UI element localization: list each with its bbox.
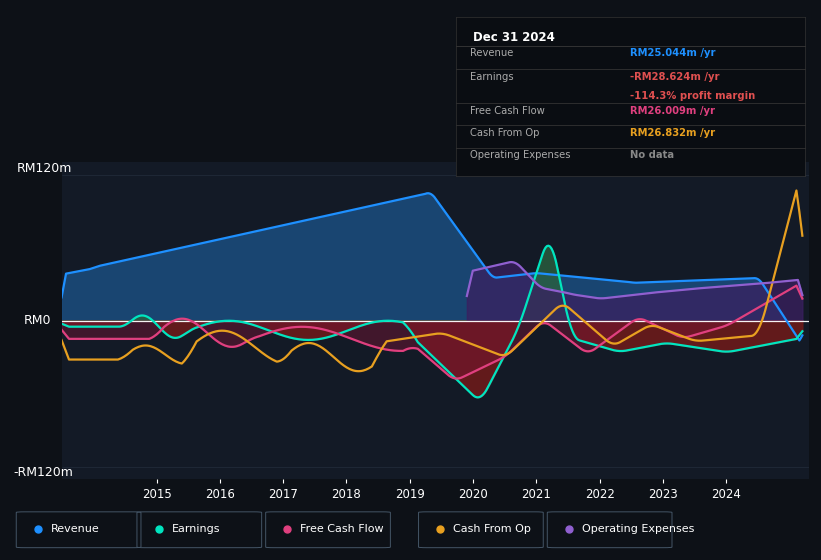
Text: -RM120m: -RM120m <box>13 466 73 479</box>
Text: Cash From Op: Cash From Op <box>453 524 531 534</box>
Text: Cash From Op: Cash From Op <box>470 128 539 138</box>
Text: No data: No data <box>631 151 674 160</box>
Text: -RM28.624m /yr: -RM28.624m /yr <box>631 72 720 82</box>
Text: RM26.009m /yr: RM26.009m /yr <box>631 106 715 116</box>
Text: -114.3% profit margin: -114.3% profit margin <box>631 91 755 101</box>
Text: Revenue: Revenue <box>51 524 99 534</box>
Text: Free Cash Flow: Free Cash Flow <box>470 106 544 116</box>
Text: Operating Expenses: Operating Expenses <box>582 524 695 534</box>
Text: Operating Expenses: Operating Expenses <box>470 151 570 160</box>
Text: RM25.044m /yr: RM25.044m /yr <box>631 48 716 58</box>
Text: Earnings: Earnings <box>470 72 513 82</box>
Text: RM120m: RM120m <box>16 162 72 175</box>
Text: RM26.832m /yr: RM26.832m /yr <box>631 128 715 138</box>
Text: Earnings: Earnings <box>172 524 220 534</box>
Text: Dec 31 2024: Dec 31 2024 <box>473 31 555 44</box>
Text: RM0: RM0 <box>25 314 52 327</box>
Text: Revenue: Revenue <box>470 48 513 58</box>
Text: Free Cash Flow: Free Cash Flow <box>300 524 384 534</box>
